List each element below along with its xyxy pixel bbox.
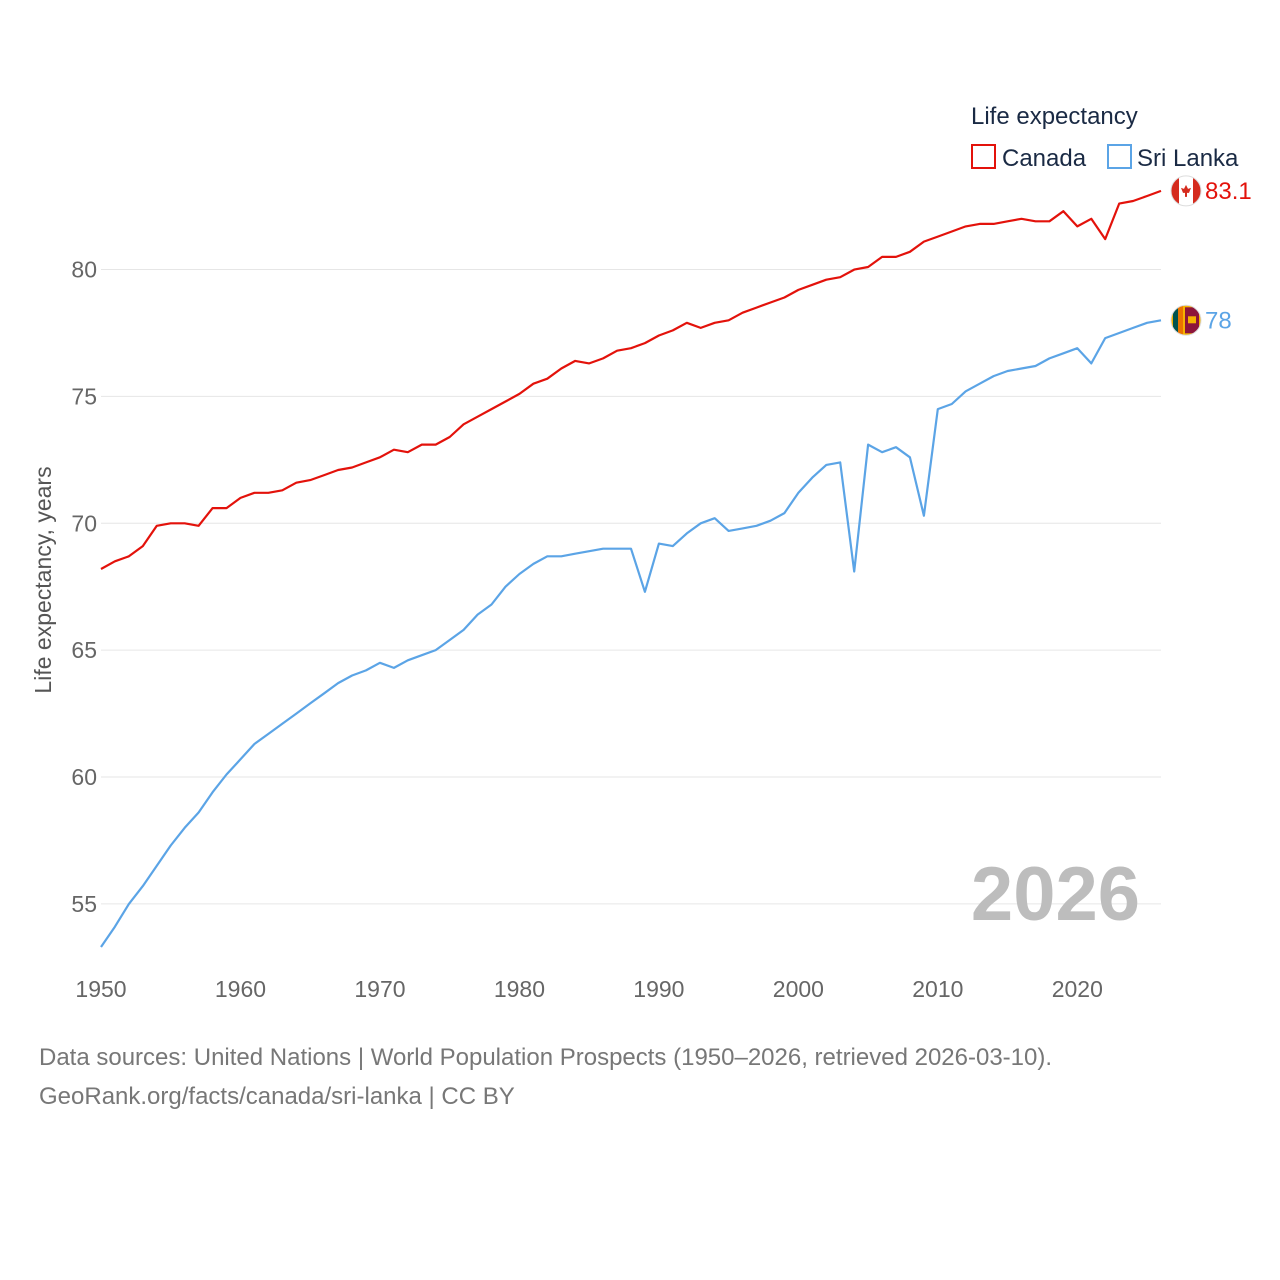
footer-sources: Data sources: United Nations | World Pop… [39,1044,1053,1071]
current-year-label: 2026 [971,852,1140,937]
legend-swatch-sri-lanka [1107,144,1132,169]
y-tick-label-75: 75 [71,383,97,409]
x-tick-label-2010: 2010 [912,976,963,1002]
y-tick-label-55: 55 [71,891,97,917]
x-tick-label-2020: 2020 [1052,976,1103,1002]
legend-label-sri-lanka: Sri Lanka [1137,145,1239,172]
y-tick-label-65: 65 [71,637,97,663]
end-markers: 83.1 78 [1170,175,1252,336]
y-tick-label-80: 80 [71,257,97,283]
x-tick-label-1990: 1990 [633,976,684,1002]
series-line-canada[interactable] [100,189,1162,570]
x-axis-ticks: 1950 1960 1970 1980 1990 2000 2010 2020 [75,976,1102,1002]
series-line-sri-lanka[interactable] [100,319,1162,948]
legend: Life expectancy Canada Sri Lanka [971,103,1239,172]
y-axis-title: Life expectancy, years [30,466,56,693]
y-tick-label-70: 70 [71,510,97,536]
end-label-sri-lanka: 78 [1205,307,1232,334]
legend-item-canada[interactable]: Canada [971,144,1087,172]
sri-lanka-flag-icon [1170,304,1202,336]
end-label-canada: 83.1 [1205,178,1252,205]
x-tick-label-2000: 2000 [773,976,824,1002]
legend-item-sri-lanka[interactable]: Sri Lanka [1107,144,1239,172]
footer-credit: GeoRank.org/facts/canada/sri-lanka | CC … [39,1083,515,1110]
x-tick-label-1980: 1980 [494,976,545,1002]
y-axis-ticks: 55 60 65 70 75 80 [71,257,97,917]
legend-label-canada: Canada [1002,145,1087,172]
gridlines [101,269,1161,905]
x-tick-label-1950: 1950 [75,976,126,1002]
y-tick-label-60: 60 [71,764,97,790]
series-lines [100,189,1162,948]
canada-flag-icon [1170,175,1202,207]
x-tick-label-1970: 1970 [354,976,405,1002]
legend-swatch-canada [971,144,996,169]
legend-title: Life expectancy [971,103,1138,130]
x-tick-label-1960: 1960 [215,976,266,1002]
